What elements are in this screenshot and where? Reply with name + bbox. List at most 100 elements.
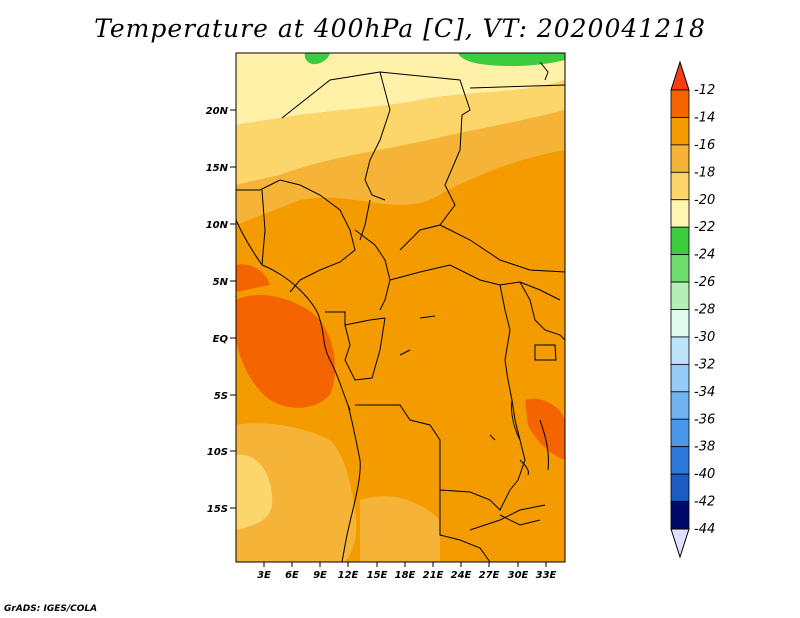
- colorbar-label: -24: [694, 248, 715, 263]
- field-sw-band: [236, 423, 357, 562]
- lon-label-9E: 9E: [313, 570, 327, 581]
- colorbar-segment: [670, 226, 690, 256]
- colorbar-label: -20: [694, 193, 715, 208]
- field-band-16-18: [236, 110, 565, 225]
- lake-tanganyika: [511, 399, 521, 441]
- longitude-axis: 3E 6E 9E 12E 15E 18E 21E 24E 27E 30E 33E: [257, 562, 557, 581]
- colorbar-bottom-arrow: [670, 528, 690, 559]
- colorbar-segment: [670, 171, 690, 201]
- lat-label-10N: 10N: [206, 220, 229, 231]
- border-sudan-south: [439, 224, 566, 273]
- colorbar-segment: [670, 446, 690, 475]
- border-niger-chad: [281, 71, 391, 201]
- colorbar-segments: [670, 89, 690, 530]
- map-title: Temperature at 400hPa [C], VT: 202004121…: [94, 14, 706, 43]
- colorbar-label: -30: [694, 330, 715, 345]
- lon-label-3E: 3E: [257, 570, 271, 581]
- colorbar-segment: [670, 363, 690, 393]
- border-congo: [344, 317, 386, 381]
- colorbar-segment: [670, 418, 690, 448]
- border-lake-chad: [359, 199, 371, 241]
- lon-label-15E: 15E: [367, 570, 388, 581]
- colorbar-segment: [670, 391, 690, 420]
- field-sw-light: [236, 454, 273, 530]
- field-hot-east: [525, 398, 565, 460]
- lake-mweru: [519, 459, 529, 476]
- colorbar-label: -34: [694, 385, 715, 400]
- lat-label-15N: 15N: [206, 163, 229, 174]
- temperature-field: [236, 53, 565, 562]
- colorbar: -12 -14 -16 -18 -20 -22 -24 -26 -28 -30 -32 -34 -36 -…: [670, 60, 715, 559]
- field-green-west: [304, 53, 330, 65]
- border-cameroon-car: [354, 229, 391, 311]
- border-uganda: [519, 281, 566, 341]
- lat-label-5N: 5N: [213, 277, 229, 288]
- border-benin: [235, 219, 263, 266]
- colorbar-label: -38: [694, 440, 715, 455]
- field-hot-west: [236, 295, 335, 408]
- coastline-west: [261, 264, 361, 563]
- lon-label-33E: 33E: [536, 570, 557, 581]
- lake-tumba: [399, 349, 411, 356]
- field-green-east: [458, 53, 565, 67]
- country-borders: [235, 61, 566, 563]
- border-angola-south: [439, 490, 491, 563]
- colorbar-segment: [670, 501, 690, 530]
- lat-label-EQ: EQ: [213, 334, 229, 345]
- lat-label-10S: 10S: [207, 447, 228, 458]
- border-angola: [355, 404, 511, 511]
- lake-malawi: [539, 419, 549, 471]
- field-band-20-22: [236, 53, 565, 125]
- lon-label-24E: 24E: [451, 570, 472, 581]
- border-chad-sudan: [379, 71, 471, 251]
- border-zambia-south: [469, 504, 546, 531]
- map-frame: [235, 52, 566, 563]
- colorbar-segment: [670, 199, 690, 228]
- lake-upemba: [489, 434, 496, 441]
- colorbar-segment: [670, 309, 690, 338]
- lon-label-6E: 6E: [285, 570, 299, 581]
- border-nigeria: [236, 179, 356, 293]
- border-zimbabwe: [499, 514, 541, 526]
- colorbar-segment: [670, 336, 690, 365]
- colorbar-label: -28: [694, 303, 715, 318]
- colorbar-label: -16: [694, 138, 715, 153]
- colorbar-segment: [670, 117, 690, 146]
- lat-label-5S: 5S: [214, 391, 228, 402]
- lon-label-21E: 21E: [423, 570, 444, 581]
- lon-label-18E: 18E: [395, 570, 416, 581]
- colorbar-segment: [670, 89, 690, 118]
- border-car-drc: [389, 264, 561, 301]
- field-band-18-20: [236, 80, 565, 185]
- lon-label-30E: 30E: [508, 570, 529, 581]
- field-south-band: [360, 496, 440, 562]
- field-hot-nw: [236, 264, 270, 292]
- border-cabinda: [347, 404, 351, 411]
- lat-label-20N: 20N: [206, 106, 229, 117]
- grads-credit: GrADS: IGES/COLA: [4, 604, 98, 614]
- colorbar-label: -14: [694, 110, 715, 125]
- lat-label-15S: 15S: [207, 504, 228, 515]
- colorbar-top-arrow: [670, 60, 690, 91]
- colorbar-label: -42: [694, 495, 715, 510]
- colorbar-segment: [670, 281, 690, 310]
- border-libya-egypt: [469, 84, 566, 89]
- colorbar-label: -36: [694, 412, 715, 427]
- colorbar-label: -32: [694, 357, 715, 372]
- lon-label-12E: 12E: [338, 570, 359, 581]
- colorbar-label: -22: [694, 220, 715, 235]
- lake-mai-ndombe: [419, 315, 436, 319]
- lake-victoria: [534, 344, 557, 361]
- lon-label-27E: 27E: [479, 570, 500, 581]
- latitude-axis: 20N 15N 10N 5N EQ 5S 10S 15S: [206, 106, 236, 515]
- border-benin-nigeria: [261, 189, 266, 266]
- nile-delta: [539, 61, 549, 81]
- colorbar-segment: [670, 473, 690, 502]
- colorbar-label: -18: [694, 165, 715, 180]
- colorbar-label: -12: [694, 83, 715, 98]
- colorbar-labels: -12 -14 -16 -18 -20 -22 -24 -26 -28 -30 -32 -34 -36 -…: [694, 83, 715, 537]
- colorbar-segment: [670, 254, 690, 283]
- colorbar-segment: [670, 144, 690, 173]
- colorbar-label: -26: [694, 275, 715, 290]
